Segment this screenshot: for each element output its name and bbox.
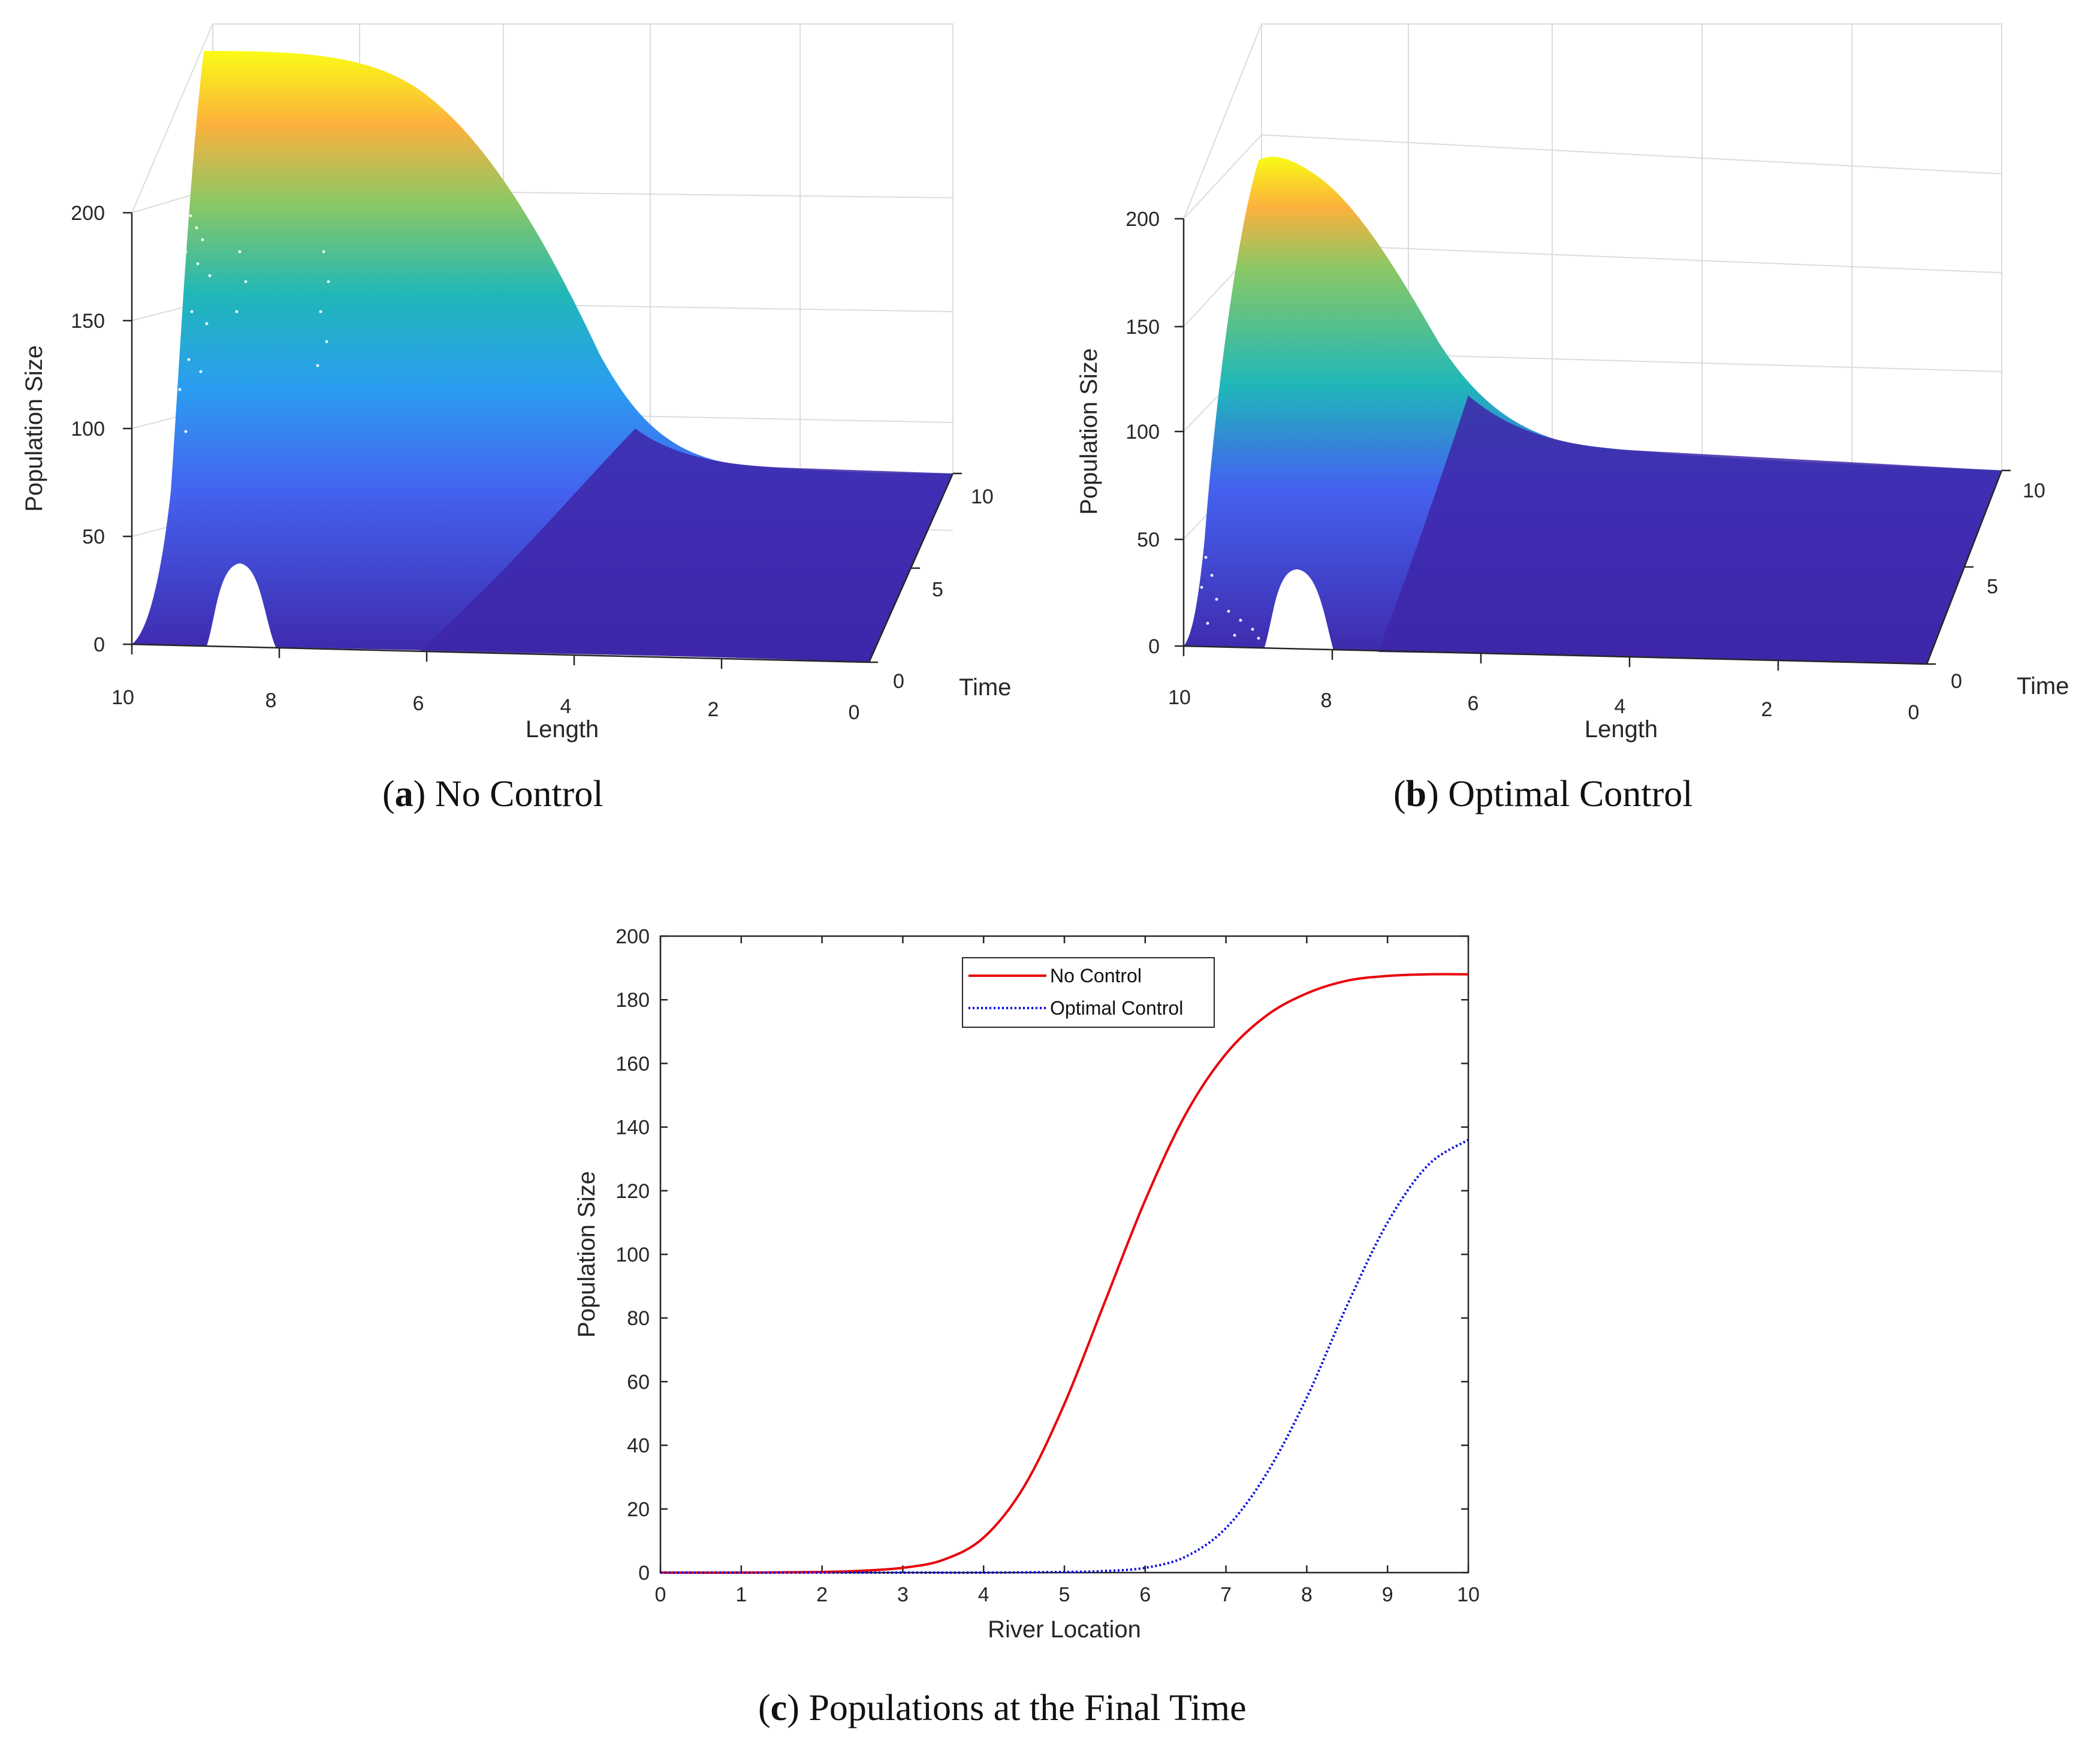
panel-a-x-tick: 0 [849, 701, 860, 724]
panel-a-y-tick: 10 [971, 485, 994, 508]
panel-b: 0 50 100 150 200 10 8 6 4 2 0 0 5 10 [1076, 23, 2069, 814]
panel-a-zlabel: Population Size [21, 345, 47, 512]
panel-b-caption: (b) Optimal Control [1393, 774, 1692, 814]
panel-b-x-ticks: 10 8 6 4 2 0 [1168, 646, 1919, 724]
panel-c-ylabel: Population Size [574, 1171, 600, 1338]
panel-b-x-tick: 8 [1321, 689, 1332, 712]
panel-b-dot-artifacts [1198, 538, 1260, 640]
panel-b-z-tick: 150 [1126, 316, 1160, 339]
y-tick-label: 40 [627, 1435, 650, 1458]
panel-a-z-tick: 50 [82, 526, 105, 548]
panel-c: 0 20 40 60 80 100 120 140 160 180 200 0 1 2 3 4 5 6 7 8 9 10… [574, 925, 1480, 1728]
series-line-no-control [660, 973, 1469, 1574]
x-tick-label: 0 [655, 1583, 666, 1606]
panel-b-x-tick: 2 [1761, 698, 1773, 721]
x-tick-label: 5 [1059, 1583, 1070, 1606]
panel-a-x-tick: 6 [413, 692, 424, 715]
y-tick-label: 20 [627, 1498, 650, 1521]
y-tick-label: 100 [615, 1244, 650, 1266]
panel-b-surface-floor [1378, 396, 2002, 664]
panel-b-y-tick: 0 [1951, 670, 1962, 693]
panel-c-series [660, 973, 1470, 1574]
panel-b-x-tick: 10 [1168, 686, 1191, 709]
x-tick-label: 8 [1301, 1583, 1312, 1606]
panel-a-z-tick: 0 [93, 633, 105, 656]
panel-b-y-tick: 5 [1987, 575, 1998, 598]
panel-a-y-ticks: 0 5 10 [869, 472, 994, 693]
panel-a-ylabel: Time [959, 674, 1011, 701]
panel-c-xlabel: River Location [988, 1616, 1141, 1643]
x-tick-label: 3 [897, 1583, 909, 1606]
panel-b-z-tick: 100 [1126, 421, 1160, 443]
panel-b-y-ticks: 0 5 10 [1927, 469, 2045, 693]
panel-a-x-tick: 10 [111, 686, 134, 709]
panel-a-caption: (a) No Control [382, 774, 604, 814]
panel-a-x-ticks: 10 8 6 4 2 0 [111, 644, 859, 724]
panel-a-xlabel: Length [526, 716, 599, 743]
legend-label-no-control: No Control [1050, 965, 1142, 986]
panel-a-z-tick: 200 [71, 202, 105, 225]
panel-b-zlabel: Population Size [1076, 348, 1102, 515]
panel-b-z-ticks: 0 50 100 150 200 [1126, 208, 1184, 658]
panel-c-plot-area [659, 935, 1470, 1574]
x-tick-label: 7 [1220, 1583, 1232, 1606]
x-tick-label: 6 [1139, 1583, 1151, 1606]
panel-a-y-tick: 5 [932, 578, 943, 601]
panel-a-dot-artifacts [169, 214, 330, 457]
panel-b-z-tick: 50 [1137, 529, 1160, 551]
y-tick-label: 140 [615, 1117, 650, 1139]
series-line-optimal-control [660, 1139, 1470, 1574]
x-tick-label: 2 [816, 1583, 828, 1606]
panel-b-z-tick: 200 [1126, 208, 1160, 231]
panel-a-x-tick: 8 [265, 689, 277, 712]
x-tick-label: 4 [978, 1583, 989, 1606]
panel-b-y-tick: 10 [2023, 479, 2045, 502]
panel-a: 0 50 100 150 200 10 8 6 4 2 0 0 5 10 [21, 23, 1011, 814]
panel-a-initial-bump [207, 563, 276, 647]
x-tick-label: 10 [1457, 1583, 1480, 1606]
panel-b-axes [1182, 219, 2003, 665]
y-tick-label: 80 [627, 1307, 650, 1330]
y-tick-label: 200 [615, 925, 650, 948]
panel-b-x-tick: 6 [1468, 692, 1479, 715]
panel-b-z-tick: 0 [1148, 635, 1160, 658]
panel-a-z-tick: 100 [71, 418, 105, 440]
panel-b-xlabel: Length [1585, 716, 1658, 743]
y-tick-label: 60 [627, 1371, 650, 1393]
x-tick-label: 1 [735, 1583, 747, 1606]
panel-a-z-ticks: 0 50 100 150 200 [71, 202, 132, 656]
y-tick-label: 0 [638, 1562, 650, 1585]
panel-b-x-tick: 4 [1615, 695, 1626, 718]
panel-b-ylabel: Time [2017, 673, 2069, 699]
panel-c-legend: No Control Optimal Control [962, 957, 1215, 1028]
panel-c-y-ticks: 0 20 40 60 80 100 120 140 160 180 200 [615, 925, 1468, 1585]
y-tick-label: 180 [615, 989, 650, 1012]
legend-label-optimal-control: Optimal Control [1050, 997, 1183, 1019]
panel-b-initial-bump [1265, 569, 1333, 650]
panel-a-z-tick: 150 [71, 310, 105, 333]
panel-c-caption: (c) Populations at the Final Time [758, 1688, 1247, 1728]
panel-c-legend-box [962, 957, 1215, 1028]
x-tick-label: 9 [1382, 1583, 1393, 1606]
panel-b-x-tick: 0 [1908, 701, 1920, 724]
panel-a-y-tick: 0 [893, 670, 904, 693]
panel-a-surface-floor [420, 429, 953, 662]
panel-a-x-tick: 2 [708, 698, 719, 721]
y-tick-label: 160 [615, 1052, 650, 1075]
panel-a-x-tick: 4 [560, 695, 572, 718]
y-tick-label: 120 [615, 1180, 650, 1203]
